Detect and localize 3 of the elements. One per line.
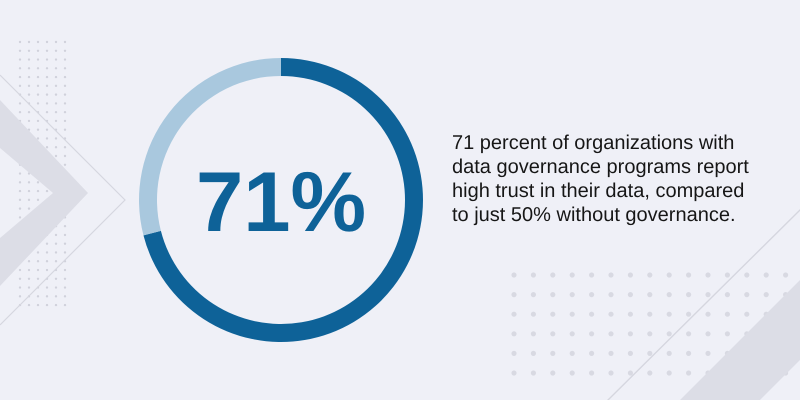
donut-slice	[143, 58, 423, 342]
data-label: 71%	[196, 155, 366, 250]
text: 71 percent of organizations with data governance programs report high trust in their data, compared to just 50% without governance.	[452, 132, 750, 226]
